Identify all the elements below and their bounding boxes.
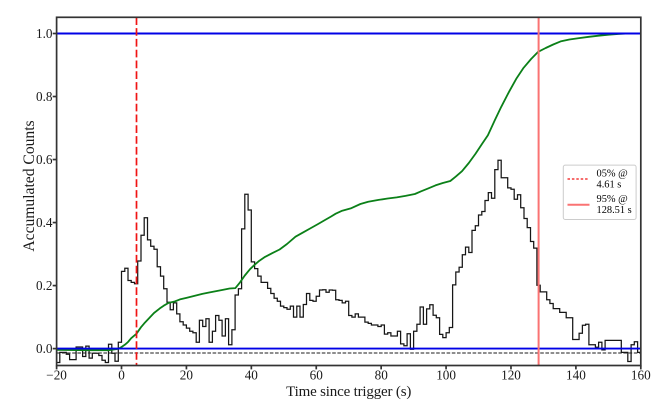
svg-text:20: 20 — [180, 367, 194, 382]
svg-text:0.6: 0.6 — [36, 152, 53, 167]
svg-text:80: 80 — [375, 367, 389, 382]
svg-text:128.51 s: 128.51 s — [597, 205, 632, 216]
svg-text:0.2: 0.2 — [36, 278, 52, 293]
svg-text:0.8: 0.8 — [36, 89, 53, 104]
svg-text:0.4: 0.4 — [36, 215, 53, 230]
svg-text:1.0: 1.0 — [36, 26, 53, 41]
svg-text:160: 160 — [631, 367, 651, 382]
svg-text:0.0: 0.0 — [36, 341, 53, 356]
svg-text:120: 120 — [501, 367, 521, 382]
svg-text:100: 100 — [436, 367, 456, 382]
svg-text:Accumulated Counts: Accumulated Counts — [21, 120, 38, 251]
svg-text:40: 40 — [245, 367, 259, 382]
svg-text:140: 140 — [566, 367, 586, 382]
svg-text:95% @: 95% @ — [597, 194, 629, 205]
svg-text:60: 60 — [310, 367, 324, 382]
svg-text:0: 0 — [118, 367, 125, 382]
svg-text:−20: −20 — [46, 367, 67, 382]
svg-text:Time since trigger (s): Time since trigger (s) — [286, 384, 411, 400]
svg-text:4.61 s: 4.61 s — [597, 179, 622, 190]
svg-text:05% @: 05% @ — [597, 168, 629, 179]
